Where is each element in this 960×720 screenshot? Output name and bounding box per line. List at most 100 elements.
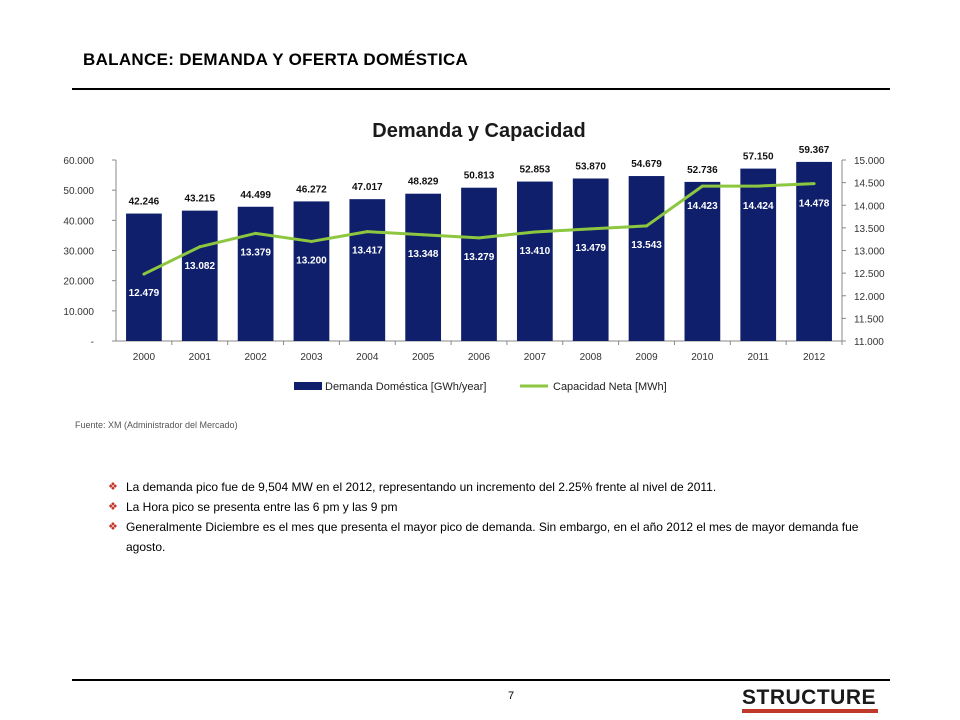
capacity-point [812, 182, 816, 186]
capacity-point [421, 233, 425, 237]
demand-bar [684, 181, 721, 341]
bullet-item: ❖ Generalmente Diciembre es el mes que p… [108, 517, 888, 557]
right-tick-label: 14.500 [854, 179, 885, 190]
capacity-data-label: 13.279 [464, 252, 495, 263]
bullet-item: ❖ La demanda pico fue de 9,504 MW en el … [108, 477, 888, 497]
x-tick-label: 2005 [412, 352, 435, 363]
x-tick-label: 2002 [244, 352, 267, 363]
capacity-data-label: 13.082 [184, 261, 215, 272]
bullet-icon: ❖ [108, 521, 118, 533]
bullet-icon: ❖ [108, 501, 118, 513]
capacity-point [142, 272, 146, 276]
x-tick-label: 2008 [580, 352, 603, 363]
capacity-data-label: 13.410 [520, 246, 551, 257]
left-tick-label: 30.000 [63, 247, 94, 258]
x-tick-label: 2004 [356, 352, 379, 363]
capacity-data-label: 13.417 [352, 246, 383, 257]
capacity-data-label: 14.478 [799, 199, 830, 210]
demand-bar [126, 213, 162, 341]
header-divider [72, 88, 890, 90]
demand-bar [293, 201, 330, 341]
demand-bar [405, 193, 442, 341]
capacity-point [477, 236, 481, 240]
capacity-point [533, 230, 537, 234]
demand-bar [796, 161, 832, 341]
demand-data-label: 44.499 [240, 190, 271, 201]
right-tick-label: 11.500 [854, 314, 884, 325]
right-tick-label: 12.000 [854, 292, 885, 303]
structure-logo: STRUCTURE [742, 686, 878, 714]
x-tick-label: 2012 [803, 352, 826, 363]
demand-data-label: 52.853 [520, 165, 551, 176]
legend-swatch-demand [294, 382, 322, 390]
capacity-point [645, 224, 649, 228]
demand-data-label: 53.870 [575, 161, 606, 172]
capacity-data-label: 14.424 [743, 201, 774, 212]
page-number: 7 [508, 690, 515, 702]
x-tick-label: 2010 [691, 352, 714, 363]
x-tick-label: 2000 [133, 352, 156, 363]
demand-data-label: 52.736 [687, 165, 718, 176]
x-tick-label: 2006 [468, 352, 491, 363]
left-tick-label: 50.000 [63, 186, 94, 197]
capacity-point [700, 184, 704, 188]
capacity-point [309, 239, 313, 243]
right-tick-label: 12.500 [854, 269, 885, 280]
bullet-icon: ❖ [108, 481, 118, 493]
demand-data-label: 48.829 [408, 177, 439, 188]
logo-underline [742, 709, 878, 713]
left-tick-label: 40.000 [63, 216, 94, 227]
demand-data-label: 43.215 [184, 194, 215, 205]
demand-data-label: 57.150 [743, 152, 774, 163]
demand-data-label: 42.246 [129, 197, 160, 208]
capacity-data-label: 12.479 [129, 288, 160, 299]
bullet-text: La demanda pico fue de 9,504 MW en el 20… [126, 480, 717, 494]
right-tick-label: 11.000 [854, 337, 884, 348]
x-tick-label: 2001 [189, 352, 212, 363]
capacity-point [198, 245, 202, 249]
capacity-data-label: 13.200 [296, 255, 327, 266]
capacity-data-label: 13.348 [408, 249, 439, 260]
right-tick-label: 15.000 [854, 156, 885, 167]
demand-bar [628, 176, 665, 341]
bullet-item: ❖ La Hora pico se presenta entre las 6 p… [108, 497, 888, 517]
x-tick-label: 2009 [635, 352, 658, 363]
page-title: BALANCE: DEMANDA Y OFERTA DOMÉSTICA [83, 50, 469, 69]
demand-bar [740, 168, 777, 341]
left-tick-label: 60.000 [63, 156, 94, 167]
legend-label-demand: Demanda Doméstica [GWh/year] [325, 381, 486, 393]
x-tick-label: 2011 [747, 352, 769, 363]
demand-data-label: 54.679 [631, 159, 662, 170]
right-tick-label: 13.000 [854, 247, 885, 258]
demand-bar [572, 178, 609, 341]
right-tick-label: 13.500 [854, 224, 885, 235]
capacity-point [254, 231, 258, 235]
bullet-text: La Hora pico se presenta entre las 6 pm … [126, 500, 398, 514]
left-tick-label: - [91, 337, 94, 348]
demand-bar [181, 210, 218, 341]
bullet-list: ❖ La demanda pico fue de 9,504 MW en el … [108, 477, 888, 557]
legend-label-capacity: Capacidad Neta [MWh] [553, 381, 667, 393]
capacity-point [589, 227, 593, 231]
source-note: Fuente: XM (Administrador del Mercado) [75, 420, 238, 430]
demand-data-label: 50.813 [464, 171, 495, 182]
capacity-data-label: 14.423 [687, 201, 718, 212]
demand-bar [349, 199, 386, 341]
right-tick-label: 14.000 [854, 201, 885, 212]
capacity-data-label: 13.543 [631, 240, 662, 251]
x-tick-label: 2007 [524, 352, 547, 363]
demand-data-label: 47.017 [352, 182, 383, 193]
logo-text: STRUCTURE [742, 686, 876, 709]
demand-bar [237, 206, 274, 341]
demand-data-label: 46.272 [296, 184, 327, 195]
x-tick-label: 2003 [300, 352, 323, 363]
bullet-text: Generalmente Diciembre es el mes que pre… [126, 520, 859, 554]
left-tick-label: 10.000 [63, 307, 94, 318]
capacity-point [756, 184, 760, 188]
chart-title: Demanda y Capacidad [372, 120, 585, 142]
capacity-data-label: 13.379 [240, 247, 271, 258]
demand-bar [461, 187, 497, 341]
demand-bar [516, 181, 553, 341]
demand-capacity-chart: Demanda y Capacidad - 10.000 20.000 30.000 40… [63, 120, 885, 393]
footer-divider [72, 679, 890, 681]
